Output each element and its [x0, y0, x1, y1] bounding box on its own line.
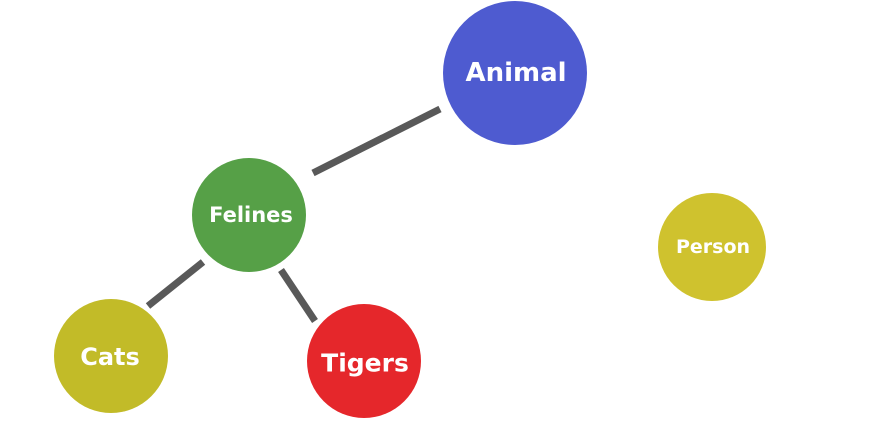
edge-felines-tigers: [278, 268, 318, 323]
node-tigers[interactable]: Tigers: [307, 304, 421, 418]
node-animal-label: Animal: [465, 58, 566, 88]
node-person-circle: [658, 193, 766, 301]
node-felines-circle: [192, 158, 306, 272]
node-felines-label: Felines: [209, 203, 293, 227]
edge-animal-felines: [311, 105, 442, 177]
node-cats[interactable]: Cats: [54, 299, 168, 413]
edge-felines-cats: [145, 259, 206, 309]
node-tigers-label: Tigers: [321, 349, 409, 378]
node-animal-circle: [443, 1, 587, 145]
node-cats-circle: [54, 299, 168, 413]
node-tigers-circle: [307, 304, 421, 418]
node-animal[interactable]: Animal: [443, 1, 587, 145]
node-person[interactable]: Person: [658, 193, 766, 301]
node-person-label: Person: [676, 236, 750, 258]
node-felines[interactable]: Felines: [192, 158, 306, 272]
node-cats-label: Cats: [80, 343, 140, 371]
